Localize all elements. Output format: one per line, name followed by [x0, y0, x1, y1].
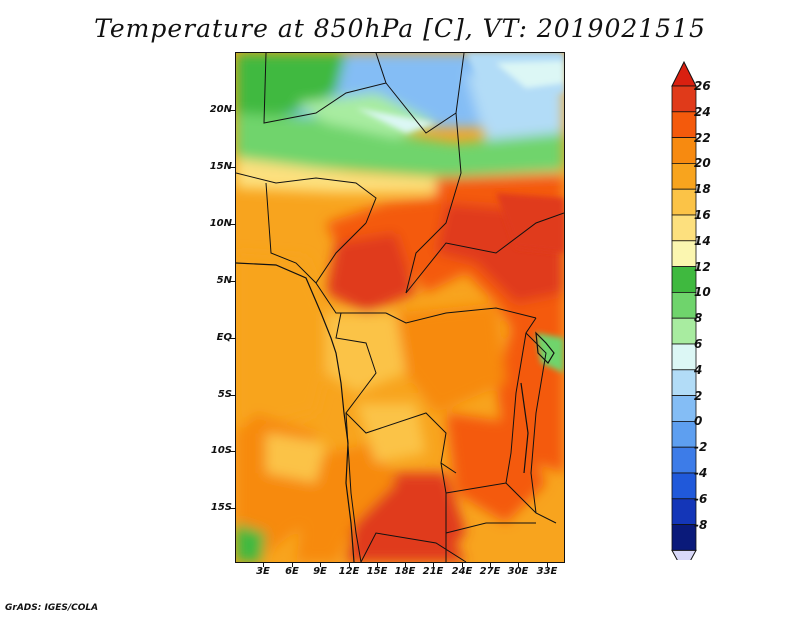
lat-label: 5N: [216, 275, 232, 286]
colorbar-label: 26: [694, 79, 711, 93]
lat-label: 5S: [217, 389, 232, 400]
lon-label: 21E: [422, 566, 444, 577]
colorbar-swatch: [671, 266, 697, 293]
lon-label: 9E: [313, 566, 327, 577]
credit-text: GrADS: IGES/COLA: [5, 603, 99, 613]
colorbar-swatch: [671, 446, 697, 474]
colorbar-swatch: [671, 163, 697, 190]
colorbar-label: 20: [694, 156, 711, 171]
temperature-detail: [356, 53, 564, 373]
colorbar-label: 14: [694, 233, 711, 248]
colorbar-label: -2: [694, 440, 708, 455]
colorbar-label: 0: [694, 414, 703, 429]
colorbar-swatch: [671, 498, 697, 525]
colorbar-label: -6: [694, 491, 708, 506]
temperature-map: [236, 53, 564, 562]
colorbar-label: 4: [694, 362, 703, 377]
colorbar-swatch: [671, 214, 697, 242]
colorbar-swatch: [671, 188, 697, 216]
colorbar-label: 12: [694, 259, 711, 274]
lat-label: EQ: [216, 332, 232, 343]
lat-label: 10S: [210, 445, 232, 456]
colorbar-swatch: [671, 472, 697, 500]
lat-label: 10N: [209, 218, 232, 229]
colorbar-top-arrow: [671, 60, 697, 87]
colorbar-swatch: [671, 369, 697, 396]
colorbar: [671, 60, 697, 560]
lon-label: 15E: [366, 566, 388, 577]
colorbar-swatch: [671, 240, 697, 268]
colorbar-swatch: [671, 317, 697, 345]
colorbar-swatch: [671, 85, 697, 113]
colorbar-label: 2: [694, 388, 703, 403]
lon-label: 30E: [507, 566, 529, 577]
colorbar-label: 18: [694, 182, 711, 197]
colorbar-swatch: [671, 111, 697, 138]
lon-label: 18E: [394, 566, 416, 577]
lon-label: 12E: [338, 566, 360, 577]
colorbar-swatch: [671, 291, 697, 319]
lat-label: 20N: [209, 104, 232, 115]
country-borders: [236, 53, 564, 562]
colorbar-label: -4: [694, 466, 708, 480]
colorbar-swatch: [671, 395, 697, 422]
colorbar-swatch: [671, 420, 697, 448]
colorbar-label: 6: [694, 337, 703, 351]
lon-label: 24E: [451, 566, 473, 577]
lon-label: 27E: [479, 566, 501, 577]
colorbar-label: 8: [694, 311, 703, 326]
lon-label: 33E: [536, 566, 558, 577]
colorbar-label: 16: [694, 208, 711, 222]
lon-label: 6E: [285, 566, 299, 577]
coastline: [236, 262, 555, 562]
colorbar-swatch: [671, 137, 697, 164]
lat-label: 15S: [210, 502, 232, 513]
colorbar-label: 22: [694, 130, 711, 145]
lat-label: 15N: [209, 161, 232, 172]
chart-title: Temperature at 850hPa [C], VT: 201902151…: [94, 14, 706, 43]
colorbar-label: 24: [694, 104, 711, 119]
map-frame: [235, 52, 565, 563]
colorbar-label: 10: [694, 285, 711, 300]
colorbar-bottom-arrow: [671, 549, 697, 560]
map-canvas: [236, 53, 564, 562]
lon-label: 3E: [256, 566, 270, 577]
colorbar-label: -8: [694, 517, 708, 532]
colorbar-swatch: [671, 343, 697, 371]
colorbar-swatch: [671, 524, 697, 551]
